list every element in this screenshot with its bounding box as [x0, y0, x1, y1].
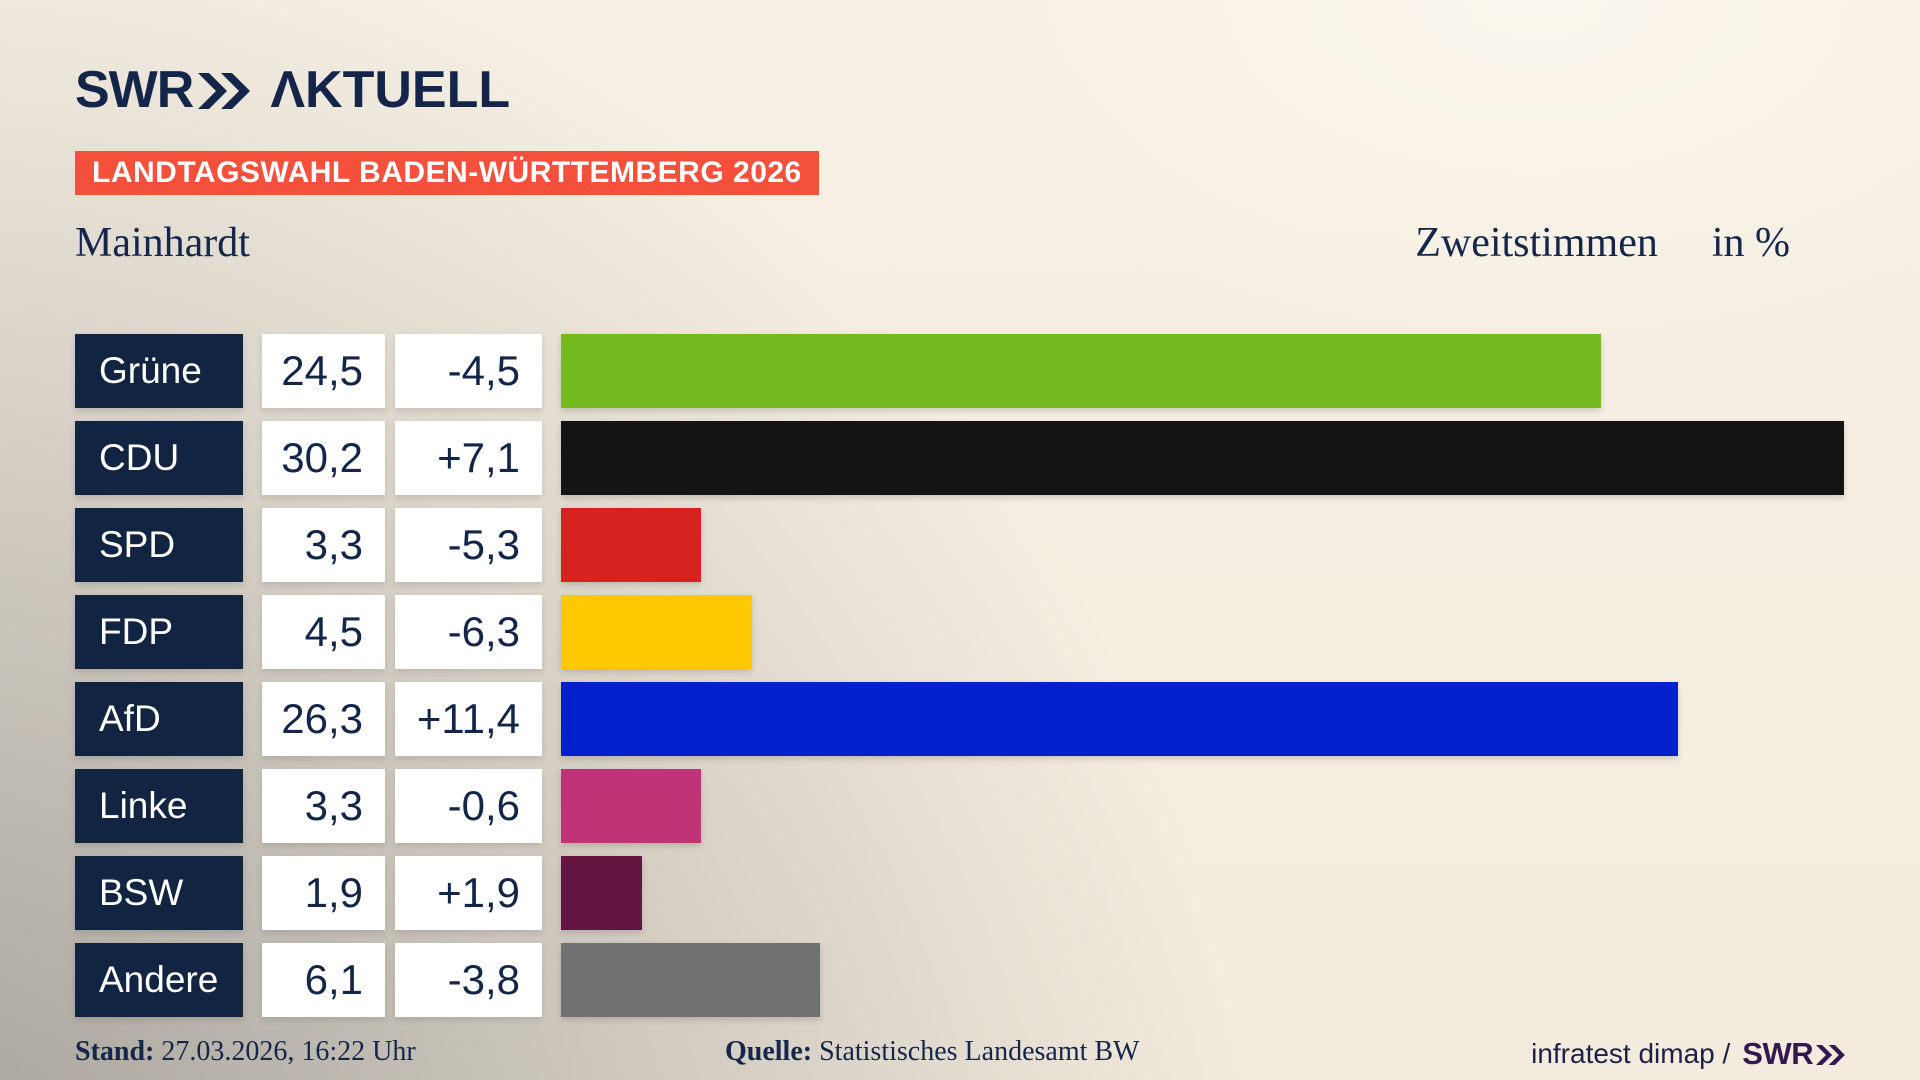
swr-footer-logo: SWR	[1742, 1036, 1845, 1072]
party-change: +11,4	[395, 682, 542, 756]
party-label: FDP	[75, 595, 243, 669]
footer: Stand: 27.03.2026, 16:22 Uhr Quelle: Sta…	[75, 1036, 1845, 1076]
party-value: 30,2	[262, 421, 385, 495]
party-change: -6,3	[395, 595, 542, 669]
party-change: +1,9	[395, 856, 542, 930]
party-change: -0,6	[395, 769, 542, 843]
party-row-linke: Linke 3,3 -0,6	[75, 769, 1920, 843]
party-value: 3,3	[262, 508, 385, 582]
source-credit: Quelle: Statistisches Landesamt BW	[725, 1036, 1139, 1068]
municipality-title: Mainhardt	[75, 220, 250, 266]
bar-andere	[561, 943, 821, 1017]
party-label: Grüne	[75, 334, 243, 408]
swr-aktuell-logo: SWR ΛKTUELL	[75, 64, 510, 116]
bar-track	[561, 334, 1920, 408]
party-row-fdp: FDP 4,5 -6,3	[75, 595, 1920, 669]
bar-track	[561, 508, 1920, 582]
party-label: BSW	[75, 856, 243, 930]
party-row-cdu: CDU 30,2 +7,1	[75, 421, 1920, 495]
party-value: 26,3	[262, 682, 385, 756]
double-chevron-icon	[1816, 1045, 1845, 1065]
party-label: Linke	[75, 769, 243, 843]
bar-grüne	[561, 334, 1602, 408]
party-change: -5,3	[395, 508, 542, 582]
party-row-bsw: BSW 1,9 +1,9	[75, 856, 1920, 930]
logo-swr-text: SWR	[75, 61, 194, 119]
party-label: CDU	[75, 421, 243, 495]
stand-label: Stand:	[75, 1036, 155, 1067]
party-row-afd: AfD 26,3 +11,4	[75, 682, 1920, 756]
bar-afd	[561, 682, 1678, 756]
bar-track	[561, 595, 1920, 669]
bar-cdu	[561, 421, 1844, 495]
double-chevron-icon	[198, 73, 251, 109]
election-banner: LANDTAGSWAHL BADEN-WÜRTTEMBERG 2026	[75, 151, 819, 195]
bar-linke	[561, 769, 702, 843]
party-label: AfD	[75, 682, 243, 756]
party-value: 6,1	[262, 943, 385, 1017]
bar-track	[561, 943, 1920, 1017]
stand-value: 27.03.2026, 16:22 Uhr	[161, 1036, 416, 1067]
party-change: -3,8	[395, 943, 542, 1017]
party-value: 1,9	[262, 856, 385, 930]
unit-label: in %	[1711, 220, 1790, 266]
credit-text: infratest dimap /	[1531, 1038, 1731, 1069]
bar-track	[561, 856, 1920, 930]
vote-type-group: Zweitstimmen in %	[1415, 220, 1790, 266]
bar-spd	[561, 508, 702, 582]
party-label: SPD	[75, 508, 243, 582]
party-label: Andere	[75, 943, 243, 1017]
title-row: Mainhardt Zweitstimmen in %	[75, 220, 1790, 266]
party-row-andere: Andere 6,1 -3,8	[75, 943, 1920, 1017]
party-row-spd: SPD 3,3 -5,3	[75, 508, 1920, 582]
party-value: 24,5	[262, 334, 385, 408]
party-row-grüne: Grüne 24,5 -4,5	[75, 334, 1920, 408]
quelle-value: Statistisches Landesamt BW	[819, 1036, 1140, 1067]
party-change: -4,5	[395, 334, 542, 408]
party-change: +7,1	[395, 421, 542, 495]
bar-fdp	[561, 595, 753, 669]
agency-credit: infratest dimap / SWR	[1531, 1036, 1845, 1072]
bar-track	[561, 769, 1920, 843]
quelle-label: Quelle:	[725, 1036, 813, 1067]
results-bar-chart: Grüne 24,5 -4,5 CDU 30,2 +7,1 SPD 3,3 -5,3 FDP 4,5…	[75, 334, 1920, 1017]
party-value: 3,3	[262, 769, 385, 843]
logo-aktuell-text: ΛKTUELL	[270, 61, 511, 119]
vote-type-label: Zweitstimmen	[1415, 220, 1658, 266]
swr-footer-text: SWR	[1742, 1036, 1814, 1071]
party-value: 4,5	[262, 595, 385, 669]
bar-track	[561, 682, 1920, 756]
bar-bsw	[561, 856, 642, 930]
stand-timestamp: Stand: 27.03.2026, 16:22 Uhr	[75, 1036, 416, 1068]
bar-track	[561, 421, 1920, 495]
